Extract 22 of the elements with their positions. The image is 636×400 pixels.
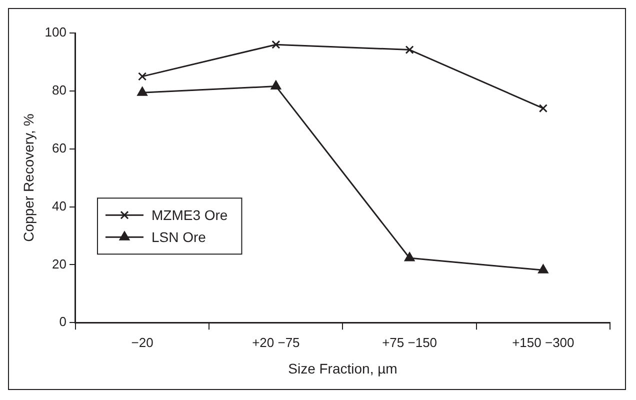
y-tick-label: 20 (52, 256, 66, 272)
x-tick-label: −20 (131, 334, 154, 350)
legend-label: LSN Ore (151, 228, 206, 245)
point (272, 40, 280, 49)
point (538, 104, 548, 113)
point (138, 72, 147, 81)
point (137, 86, 148, 96)
y-axis-title: Copper Recovery, % (20, 114, 36, 242)
y-tick-label: 40 (52, 198, 66, 214)
x-tick-label: +20 −75 (252, 334, 300, 350)
y-tick-label: 0 (59, 314, 66, 330)
point (405, 46, 414, 54)
point (404, 252, 415, 262)
y-tick-label: 100 (44, 24, 66, 40)
y-tick-label: 80 (52, 82, 66, 98)
legend-label: MZME3 Ore (151, 206, 228, 223)
x-tick-label: +150 −300 (512, 334, 574, 350)
point (270, 80, 282, 90)
x-tick-label: +75 −150 (382, 334, 438, 350)
y-tick-label: 60 (52, 140, 66, 156)
x-axis-title: Size Fraction, µm (288, 360, 398, 376)
point (538, 264, 548, 274)
